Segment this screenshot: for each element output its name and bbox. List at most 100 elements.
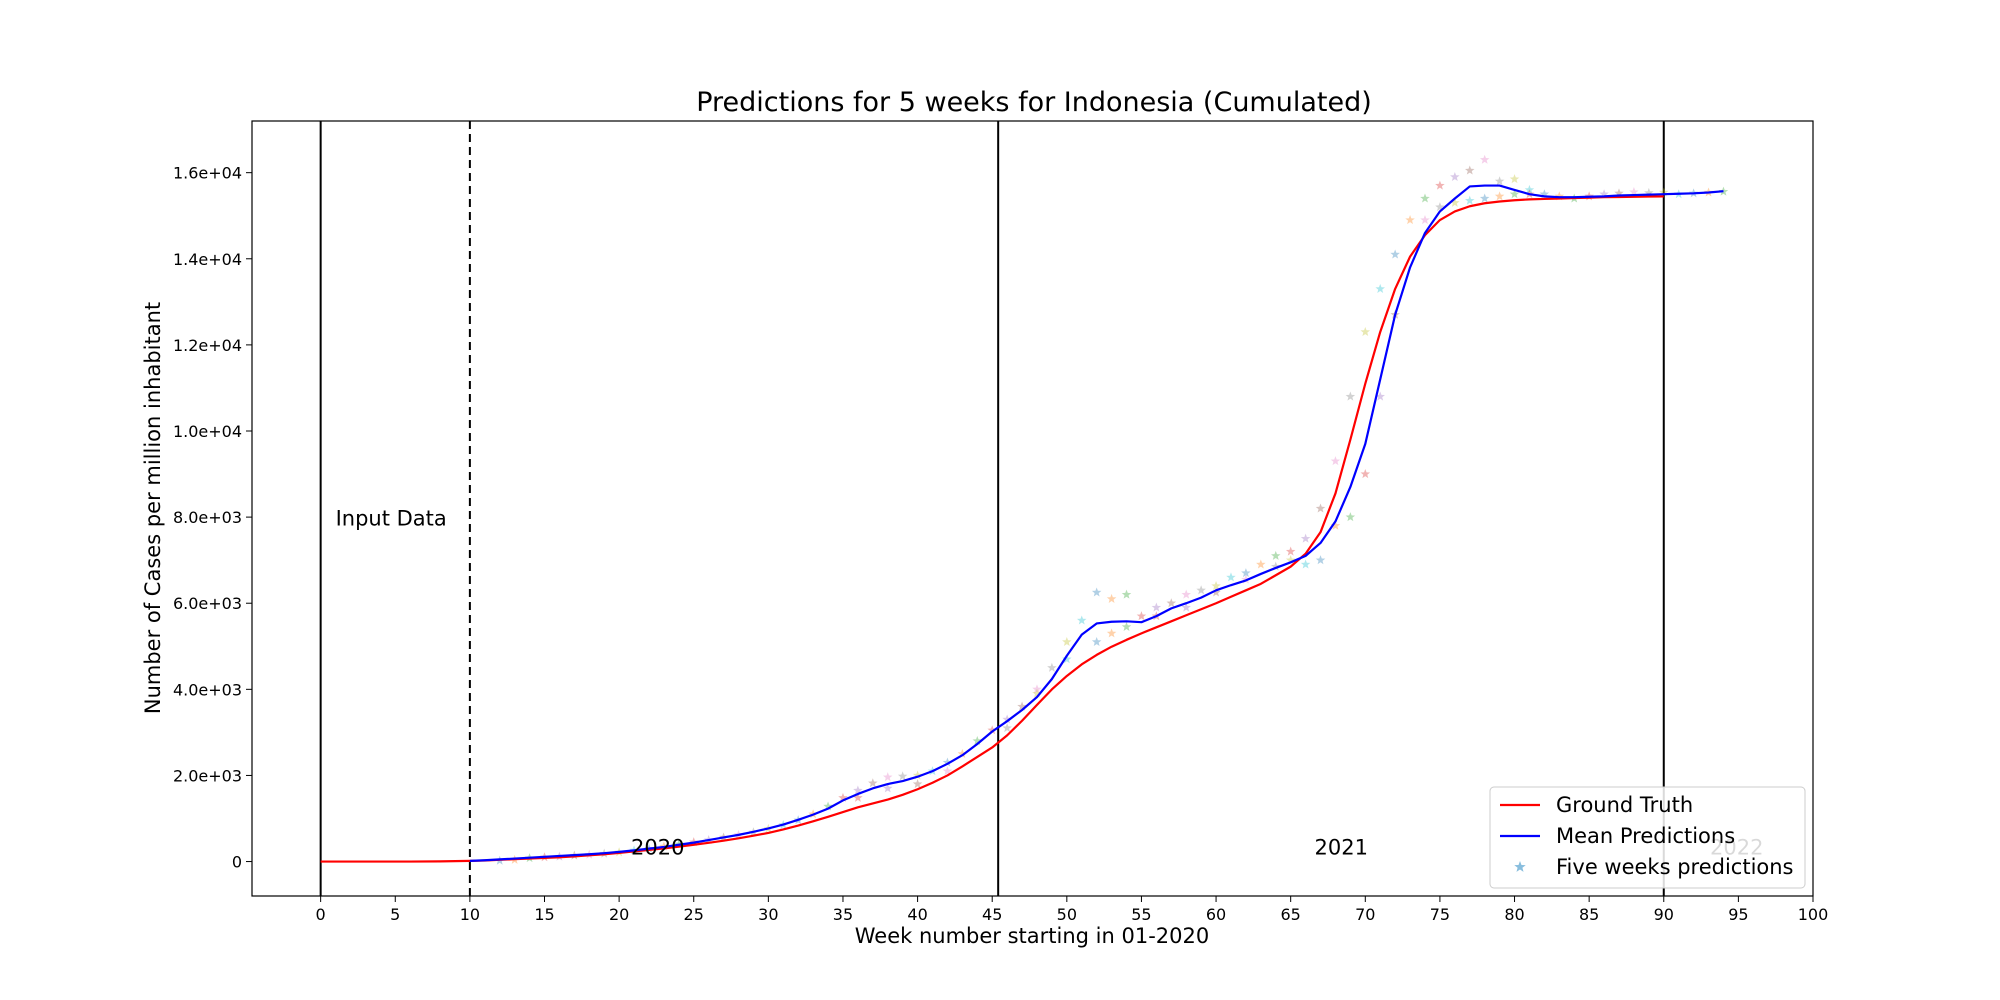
x-tick-label: 40 <box>907 905 927 924</box>
prediction-star <box>1629 187 1639 197</box>
y-tick-label: 1.6e+04 <box>173 164 242 183</box>
prediction-star <box>1494 176 1505 186</box>
plot-frame <box>251 120 1814 897</box>
prediction-star <box>1554 191 1565 201</box>
five-weeks-predictions-points <box>494 154 1729 865</box>
x-axis-ticks: 0 5 10 15 20 25 30 35 40 45 50 55 60 65 70 75 80 85 90 95 10… <box>316 896 1828 924</box>
prediction-star <box>897 771 908 781</box>
prediction-star <box>1002 714 1012 724</box>
x-tick-label: 20 <box>609 905 629 924</box>
prediction-star <box>1256 559 1266 569</box>
prediction-star <box>1420 215 1430 225</box>
prediction-star <box>1405 215 1415 225</box>
legend-label: Mean Predictions <box>1556 824 1735 848</box>
prediction-star <box>1435 180 1445 190</box>
legend-star-swatch <box>1514 861 1526 872</box>
prediction-star <box>1211 581 1221 591</box>
y-axis-ticks: 0 2.0e+03 4.0e+03 6.0e+03 8.0e+03 1.0e+04 1.2e… <box>173 164 252 872</box>
prediction-star <box>1166 598 1177 608</box>
prediction-star <box>1241 574 1251 584</box>
x-tick-label: 55 <box>1131 905 1151 924</box>
prediction-star <box>882 772 893 782</box>
prediction-star <box>1032 688 1042 698</box>
annotation-input-data: Input Data <box>336 507 447 531</box>
mean-predictions-line <box>469 184 1724 863</box>
x-tick-label: 45 <box>982 905 1002 924</box>
prediction-star <box>1494 191 1505 201</box>
prediction-star <box>1076 615 1087 625</box>
prediction-star <box>1062 636 1072 647</box>
prediction-star <box>1420 193 1430 203</box>
y-tick-label: 1.4e+04 <box>173 250 242 269</box>
legend: Ground Truth Mean Predictions Five weeks p… <box>1489 786 1806 889</box>
prediction-star <box>1091 587 1102 597</box>
prediction-star <box>868 778 878 788</box>
x-tick-label: 35 <box>833 905 853 924</box>
x-tick-label: 80 <box>1504 905 1524 924</box>
prediction-star <box>1375 283 1385 293</box>
prediction-star <box>1435 202 1445 212</box>
y-tick-label: 2.0e+03 <box>173 766 242 785</box>
prediction-star <box>957 748 968 758</box>
prediction-star <box>882 783 893 793</box>
prediction-star <box>1106 593 1117 603</box>
prediction-star <box>1032 684 1042 694</box>
prediction-star <box>1315 555 1326 565</box>
y-tick-label: 8.0e+03 <box>173 508 242 527</box>
period-divider-lines <box>319 121 1665 896</box>
prediction-star <box>1121 621 1132 631</box>
prediction-star <box>1465 195 1475 205</box>
prediction-star <box>1360 469 1371 479</box>
y-tick-label: 1.2e+04 <box>173 336 242 355</box>
prediction-star <box>942 757 953 767</box>
prediction-star <box>1375 391 1385 401</box>
prediction-star <box>1002 723 1012 733</box>
legend-label: Ground Truth <box>1556 793 1693 817</box>
prediction-star <box>1196 585 1206 595</box>
prediction-star <box>823 801 833 811</box>
ground-truth-line <box>320 195 1664 863</box>
chart-title: Predictions for 5 weeks for Indonesia (C… <box>696 87 1372 118</box>
prediction-star <box>1360 326 1371 337</box>
prediction-star <box>1241 568 1251 578</box>
prediction-star <box>972 736 983 746</box>
prediction-star <box>1300 559 1311 569</box>
prediction-star <box>838 792 848 802</box>
annotation-2020: 2020 <box>631 836 684 860</box>
prediction-star <box>1330 520 1341 530</box>
prediction-star <box>1181 589 1191 599</box>
prediction-star <box>1465 165 1475 175</box>
prediction-star <box>1659 187 1669 197</box>
x-tick-label: 0 <box>316 905 326 924</box>
prediction-star <box>1047 662 1057 672</box>
prediction-star <box>1271 561 1281 571</box>
annotation-2021: 2021 <box>1315 836 1368 860</box>
prediction-star <box>1285 555 1296 565</box>
y-tick-label: 6.0e+03 <box>173 594 242 613</box>
x-tick-label: 60 <box>1206 905 1226 924</box>
prediction-star <box>1345 512 1356 522</box>
prediction-star <box>1226 572 1236 582</box>
y-axis-label: Number of Cases per million inhabitant <box>141 302 165 714</box>
prediction-star <box>1479 154 1490 164</box>
x-tick-label: 90 <box>1654 905 1674 924</box>
prediction-star <box>1509 189 1520 199</box>
y-tick-label: 1.0e+04 <box>173 422 242 441</box>
prediction-star <box>1644 187 1654 197</box>
x-tick-label: 10 <box>460 905 480 924</box>
legend-box <box>1489 786 1806 889</box>
prediction-star <box>1539 189 1550 199</box>
legend-label: Five weeks predictions <box>1556 855 1794 879</box>
x-tick-label: 15 <box>534 905 554 924</box>
x-tick-label: 50 <box>1057 905 1077 924</box>
prediction-star <box>1181 602 1191 612</box>
prediction-star <box>1345 391 1356 401</box>
prediction-star <box>1450 171 1460 182</box>
prediction-star <box>912 779 923 789</box>
prediction-star <box>1479 193 1490 203</box>
prediction-star <box>853 792 863 802</box>
prediction-star <box>1151 602 1162 612</box>
prediction-star <box>1017 701 1027 711</box>
x-tick-label: 85 <box>1579 905 1599 924</box>
prediction-star <box>1300 533 1311 543</box>
